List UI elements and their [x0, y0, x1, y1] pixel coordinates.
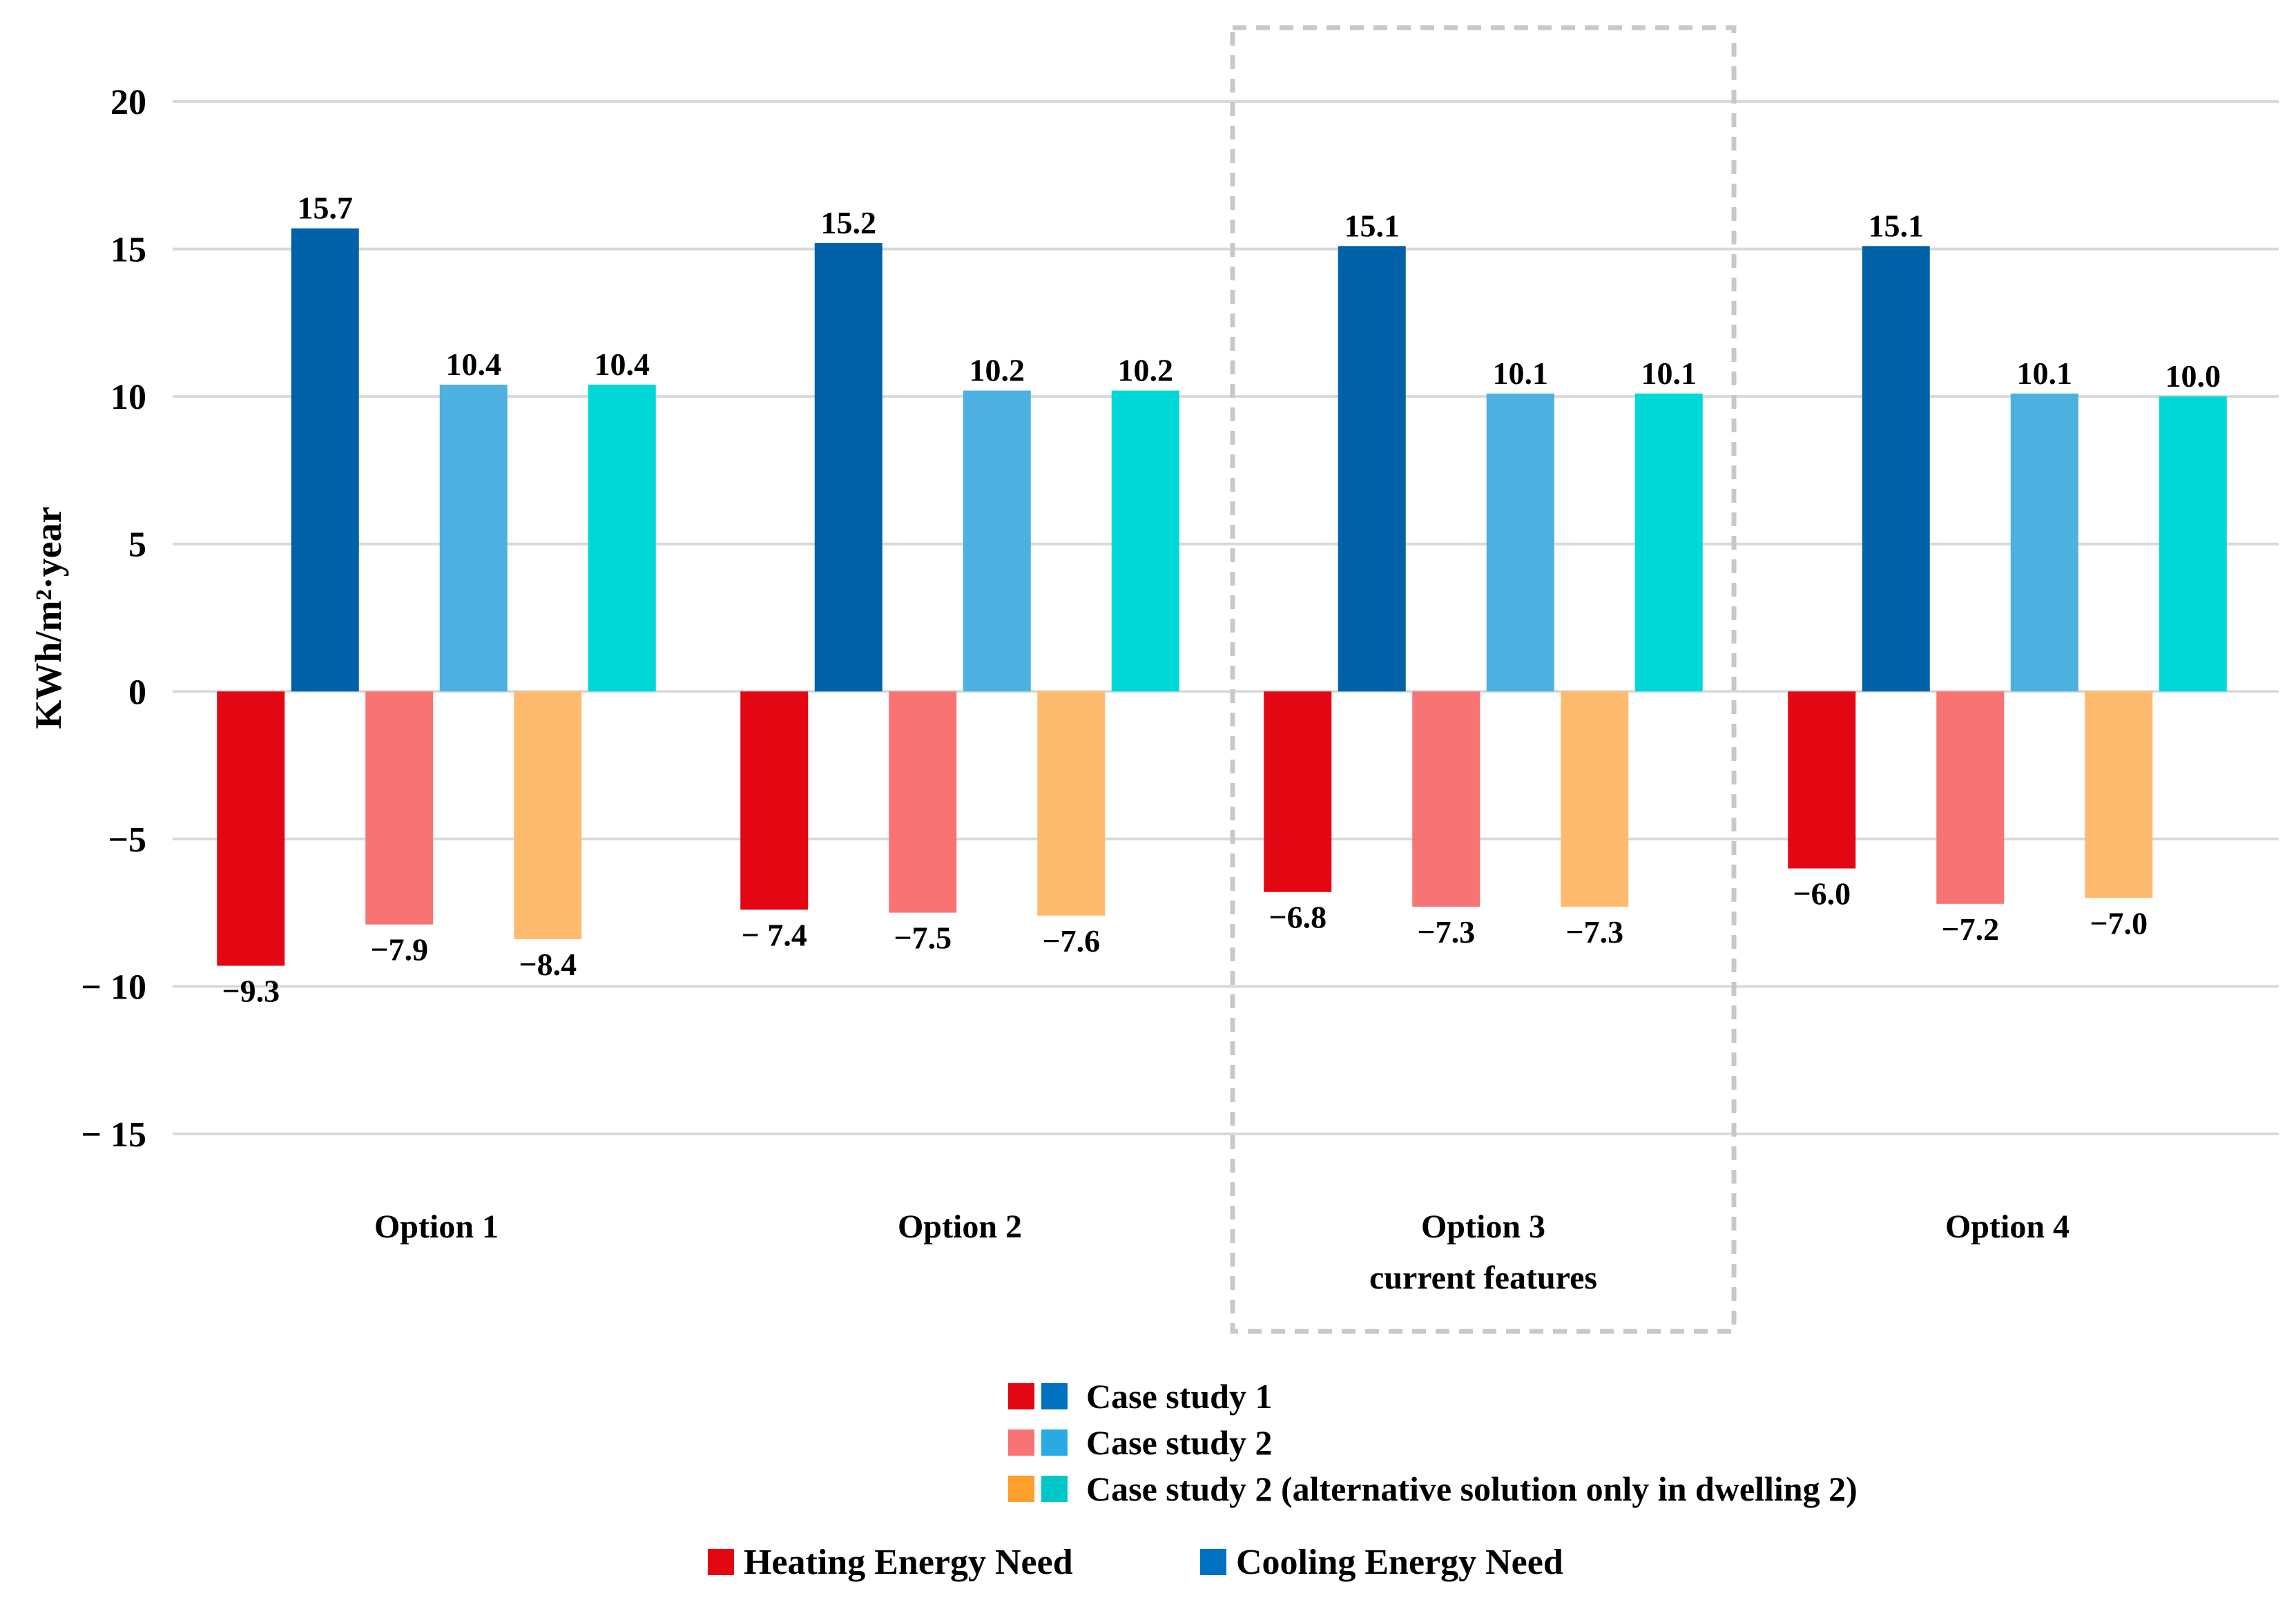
bar-cs1_heating-option-4	[1788, 691, 1856, 869]
value-label: −6.0	[1793, 876, 1851, 912]
x-axis-categories: Option 1 Option 2 Option 3 current features…	[374, 1208, 2070, 1296]
legend-swatch-heating	[1008, 1383, 1034, 1409]
value-label: −7.3	[1417, 914, 1475, 950]
bar-cs2alt_heating-option-4	[2085, 691, 2153, 898]
value-label: −9.3	[222, 974, 280, 1009]
value-label: −7.5	[894, 921, 952, 956]
legend-type-label: Cooling Energy Need	[1236, 1543, 1563, 1582]
bar-cs2alt_cooling-option-4	[2159, 396, 2227, 692]
value-label: 10.1	[1493, 356, 1549, 391]
category-label-option-2: Option 2	[898, 1208, 1022, 1245]
bar-cs1_cooling-option-1	[291, 228, 359, 692]
legend-case-label: Case study 1	[1086, 1377, 1272, 1416]
value-label: 10.2	[969, 353, 1025, 388]
value-label: −7.6	[1042, 923, 1100, 958]
bar-cs1_heating-option-2	[740, 691, 809, 910]
y-tick-label: − 15	[81, 1115, 146, 1155]
y-axis-ticks: 20 15 10 5 0 −5 − 10 − 15	[81, 83, 146, 1155]
legend-case-label: Case study 2 (alternative solution only …	[1086, 1470, 1858, 1508]
value-label: 15.2	[821, 205, 877, 240]
y-tick-label: −5	[108, 820, 146, 860]
value-label: −7.2	[1941, 912, 1999, 947]
legend-swatch-cooling	[1041, 1383, 1068, 1409]
value-label: − 7.4	[742, 917, 807, 952]
legend: Case study 1 Case study 2 Case study 2 (al…	[708, 1377, 1858, 1582]
bar-cs1_cooling-option-2	[814, 243, 882, 692]
category-label-option-1: Option 1	[374, 1208, 499, 1245]
legend-swatch-heating	[1008, 1476, 1034, 1502]
value-label: −8.4	[519, 947, 577, 982]
y-tick-label: 0	[128, 673, 146, 712]
bar-cs2alt_heating-option-2	[1037, 691, 1106, 916]
value-label: −7.0	[2090, 905, 2148, 941]
bar-cs2_heating-option-3	[1412, 691, 1480, 907]
bar-cs1_cooling-option-4	[1862, 246, 1930, 692]
y-tick-label: 10	[110, 378, 146, 417]
legend-swatch-cooling	[1041, 1476, 1068, 1502]
bar-cs2_cooling-option-1	[439, 385, 508, 692]
value-label: 10.0	[2165, 358, 2221, 394]
value-label: 15.1	[1344, 208, 1400, 243]
category-label-option-4: Option 4	[1945, 1208, 2070, 1245]
y-tick-label: 15	[110, 231, 146, 270]
bar-cs2alt_cooling-option-3	[1634, 393, 1703, 692]
value-label: 10.4	[446, 347, 502, 382]
y-tick-label: 5	[128, 526, 146, 565]
bar-cs2_heating-option-4	[1936, 691, 2005, 904]
y-tick-label: − 10	[81, 967, 146, 1007]
bar-cs2_heating-option-2	[889, 691, 957, 913]
bar-cs2alt_heating-option-1	[514, 691, 582, 940]
bar-cs1_heating-option-3	[1264, 691, 1332, 892]
bar-cs2_cooling-option-2	[963, 390, 1031, 692]
bar-cs2alt_cooling-option-1	[588, 385, 656, 692]
legend-swatch-cooling	[1041, 1429, 1068, 1456]
legend-swatch-heating-type	[708, 1549, 734, 1575]
category-sublabel: current features	[1369, 1260, 1597, 1296]
legend-swatch-heating	[1008, 1429, 1034, 1456]
value-label: 10.2	[1118, 353, 1174, 388]
bar-cs1_cooling-option-3	[1338, 246, 1406, 692]
value-label: −6.8	[1268, 900, 1327, 935]
bar-cs2alt_heating-option-3	[1561, 691, 1629, 907]
category-label-option-3: Option 3	[1421, 1208, 1545, 1245]
value-label: 10.1	[2017, 356, 2073, 391]
legend-swatch-cooling-type	[1200, 1549, 1226, 1575]
legend-type-label: Heating Energy Need	[744, 1543, 1073, 1582]
y-tick-label: 20	[110, 83, 146, 122]
y-axis-label: KWh/m²·year	[28, 506, 69, 729]
bar-cs2_cooling-option-3	[1486, 393, 1554, 692]
bar-cs1_heating-option-1	[217, 691, 285, 966]
legend-case-label: Case study 2	[1086, 1423, 1272, 1462]
value-label: −7.3	[1565, 914, 1623, 950]
value-labels: −9.3 − 7.4 −6.8 −6.0 15.7 15.2 15.1 15.1 −7.9 −7.…	[222, 191, 2221, 1009]
option-3-highlight-box	[1230, 25, 1737, 1334]
value-label: 15.7	[298, 191, 354, 226]
value-label: −7.9	[370, 932, 428, 967]
bars	[217, 228, 2227, 966]
value-label: 15.1	[1869, 208, 1924, 243]
bar-cs2_heating-option-1	[365, 691, 434, 925]
bar-cs2alt_cooling-option-2	[1111, 390, 1179, 692]
value-label: 10.1	[1641, 356, 1697, 391]
bar-cs2_cooling-option-4	[2010, 393, 2078, 692]
value-label: 10.4	[595, 347, 650, 382]
